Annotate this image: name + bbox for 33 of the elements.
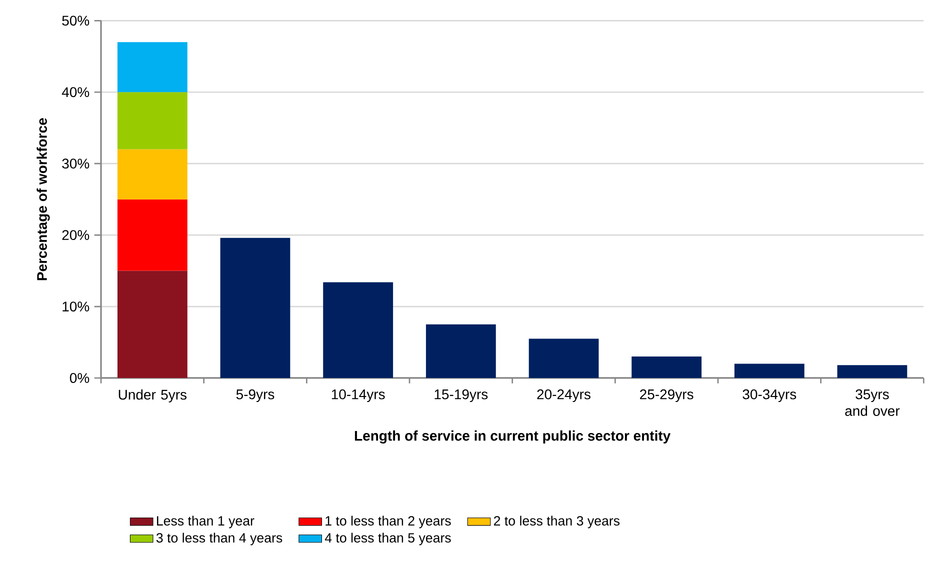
x-tick-label: 20-24yrs [537,389,590,402]
y-tick-label: 10% [62,302,90,312]
bar [117,270,188,378]
bar [117,199,188,271]
bar [528,338,599,378]
legend-label: 3 to less than 4 years [156,532,282,546]
bar [220,238,290,378]
y-tick-label: 0% [70,373,90,383]
bar [117,42,188,92]
x-axis-title: Length of service in current public sector entity [354,430,671,444]
x-tick-label: 10-14yrs [332,389,385,402]
legend-label: 4 to less than 5 years [324,532,451,546]
y-tick-label: 50% [62,16,90,26]
y-axis-title: Percentage of workforce [36,118,50,280]
bar [837,365,908,378]
x-tick-label: 35yrs and over [845,389,900,416]
y-tick-label: 40% [62,87,90,98]
x-tick-label: 15-19yrs [434,389,488,402]
x-tick-label: 30-34yrs [742,389,796,402]
legend-label: 1 to less than 2 years [326,516,451,528]
legend-label: 2 to less than 3 years [494,516,620,528]
bar [632,356,702,378]
y-tick-label: 20% [62,230,90,240]
x-tick-label: Under 5yrs [118,389,187,402]
bar [117,92,188,150]
bar [426,324,496,378]
x-tick-label: 5-9yrs [236,389,274,402]
y-tick-label: 30% [62,158,90,169]
x-tick-label: 25-29yrs [640,389,694,402]
bar [117,149,188,200]
legend-label: Less than 1 year [157,516,254,528]
bar [323,282,394,378]
bar [734,364,804,378]
